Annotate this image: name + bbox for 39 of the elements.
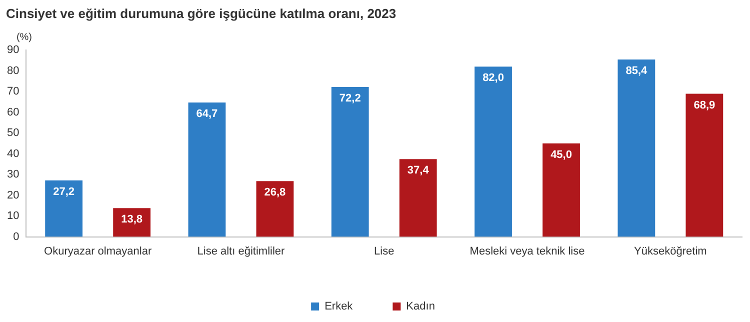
x-tick-label: Yükseköğretim — [634, 245, 707, 258]
chart-title: Cinsiyet ve eğitim durumuna göre işgücüne katılma oranı, 2023 — [5, 5, 398, 23]
y-tick-label: 50 — [6, 127, 20, 140]
data-label: 37,4 — [407, 164, 430, 177]
data-label: 68,9 — [694, 99, 716, 112]
bar — [45, 180, 83, 237]
bar — [474, 66, 512, 237]
bar — [542, 143, 580, 237]
y-tick-label: 90 — [6, 44, 20, 56]
y-tick-label: 20 — [6, 189, 20, 202]
data-label: 13,8 — [121, 214, 143, 226]
y-tick-label: 30 — [6, 168, 20, 181]
data-label: 85,4 — [626, 65, 648, 78]
y-tick-label: 70 — [6, 86, 20, 98]
data-label: 82,0 — [482, 72, 504, 84]
data-label: 26,8 — [264, 186, 286, 199]
x-tick-label: Okuryazar olmayanlar — [44, 245, 152, 258]
bar — [618, 60, 656, 237]
bar — [686, 94, 724, 237]
x-tick-label: Lise — [374, 245, 394, 258]
data-label: 27,2 — [53, 186, 75, 198]
data-label: 72,2 — [339, 92, 361, 104]
bar — [256, 181, 294, 237]
y-tick-label: 80 — [6, 64, 20, 77]
legend-label: Erkek — [324, 300, 354, 313]
y-tick-label: 0 — [13, 230, 20, 243]
x-tick-label: Lise altı eğitimliler — [197, 245, 286, 258]
legend-label: Kadın — [406, 300, 435, 313]
bar — [188, 102, 226, 237]
x-tick-label: Mesleki veya teknik lise — [470, 245, 585, 258]
bar — [113, 208, 151, 237]
y-tick-label: 10 — [6, 210, 20, 222]
data-label: 64,7 — [196, 108, 218, 120]
y-tick-label: 60 — [6, 106, 20, 118]
y-axis-title: (%) — [16, 32, 32, 43]
y-tick-label: 40 — [6, 148, 20, 160]
data-label: 45,0 — [550, 148, 572, 161]
bar — [399, 159, 437, 237]
bar — [331, 86, 369, 237]
